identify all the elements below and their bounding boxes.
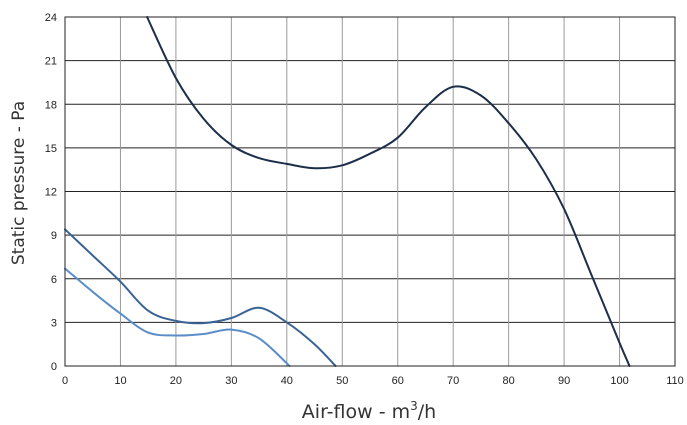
y-tick-label-1: 3 [51, 317, 57, 329]
y-tick-label-6: 18 [45, 99, 57, 111]
x-tick-label-2: 20 [170, 375, 182, 387]
x-tick-label-4: 40 [281, 375, 293, 387]
x-tick-label-3: 30 [225, 375, 237, 387]
x-axis-title-suffix: /h [418, 401, 436, 423]
x-axis-title-superscript: 3 [410, 399, 418, 413]
y-tick-label-3: 9 [51, 230, 57, 242]
x-tick-label-6: 60 [392, 375, 404, 387]
y-tick-label-7: 21 [45, 56, 57, 68]
x-tick-label-11: 110 [666, 375, 684, 387]
chart-grid [64, 16, 676, 367]
series-line-2 [64, 228, 337, 367]
x-tick-label-1: 10 [114, 375, 126, 387]
x-tick-label-0: 0 [62, 375, 68, 387]
x-tick-label-7: 70 [447, 375, 459, 387]
x-tick-label-10: 100 [610, 375, 628, 387]
x-tick-labels: 0 10 20 30 40 50 60 70 80 90 100 110 [62, 375, 684, 387]
x-axis-title: Air-flow - m3/h [302, 399, 436, 423]
y-tick-labels: 0 3 6 9 12 15 18 21 24 [45, 12, 57, 373]
y-tick-label-4: 12 [45, 187, 57, 199]
x-axis-title-main: Air-flow - m [302, 401, 410, 423]
series-line-3 [64, 267, 291, 367]
y-tick-label-8: 24 [45, 12, 57, 24]
y-tick-label-5: 15 [45, 143, 57, 155]
x-tick-label-5: 50 [336, 375, 348, 387]
plot-frame [64, 16, 676, 367]
x-tick-label-8: 80 [503, 375, 515, 387]
y-tick-label-2: 6 [51, 274, 57, 286]
x-tick-label-9: 90 [558, 375, 570, 387]
chart-series [64, 16, 631, 367]
series-line-1 [146, 16, 631, 367]
y-axis-title: Static pressure - Pa [9, 101, 29, 265]
y-tick-label-0: 0 [51, 361, 57, 373]
